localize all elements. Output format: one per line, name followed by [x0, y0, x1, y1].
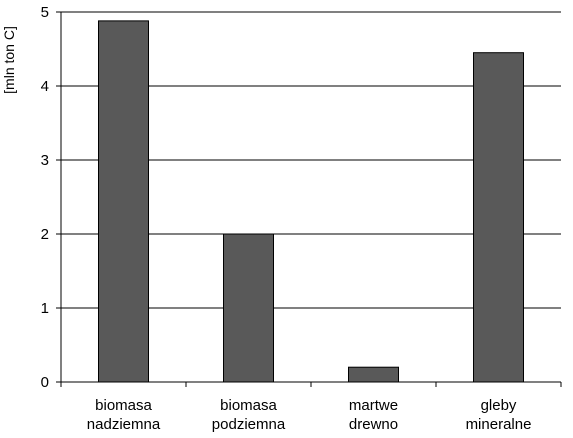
- y-tick-label: 0: [41, 374, 49, 391]
- bar: [98, 20, 149, 383]
- x-category-label: biomasa: [220, 397, 277, 414]
- x-category-label: nadziemna: [87, 416, 161, 433]
- x-category-label: mineralne: [466, 416, 532, 433]
- x-category-label: podziemna: [212, 416, 286, 433]
- x-category-labels: biomasa nadziemna biomasa podziemna martwe dr…: [87, 397, 532, 433]
- y-tick-labels: 0 1 2 3 4 5: [41, 4, 49, 391]
- x-category-label: gleby: [481, 397, 517, 414]
- x-category-label: drewno: [349, 416, 398, 433]
- y-tick-label: 3: [41, 152, 49, 169]
- y-axis-label: [mln ton C]: [1, 26, 17, 94]
- bar: [348, 366, 399, 383]
- x-category-label: martwe: [349, 397, 398, 414]
- y-tick-label: 4: [41, 78, 49, 95]
- y-tick-label: 1: [41, 300, 49, 317]
- bar: [223, 233, 274, 383]
- y-tick-label: 2: [41, 226, 49, 243]
- bars: [98, 20, 524, 383]
- axes: [56, 11, 562, 387]
- bar: [473, 52, 524, 383]
- y-tick-label: 5: [41, 4, 49, 21]
- x-category-label: biomasa: [95, 397, 152, 414]
